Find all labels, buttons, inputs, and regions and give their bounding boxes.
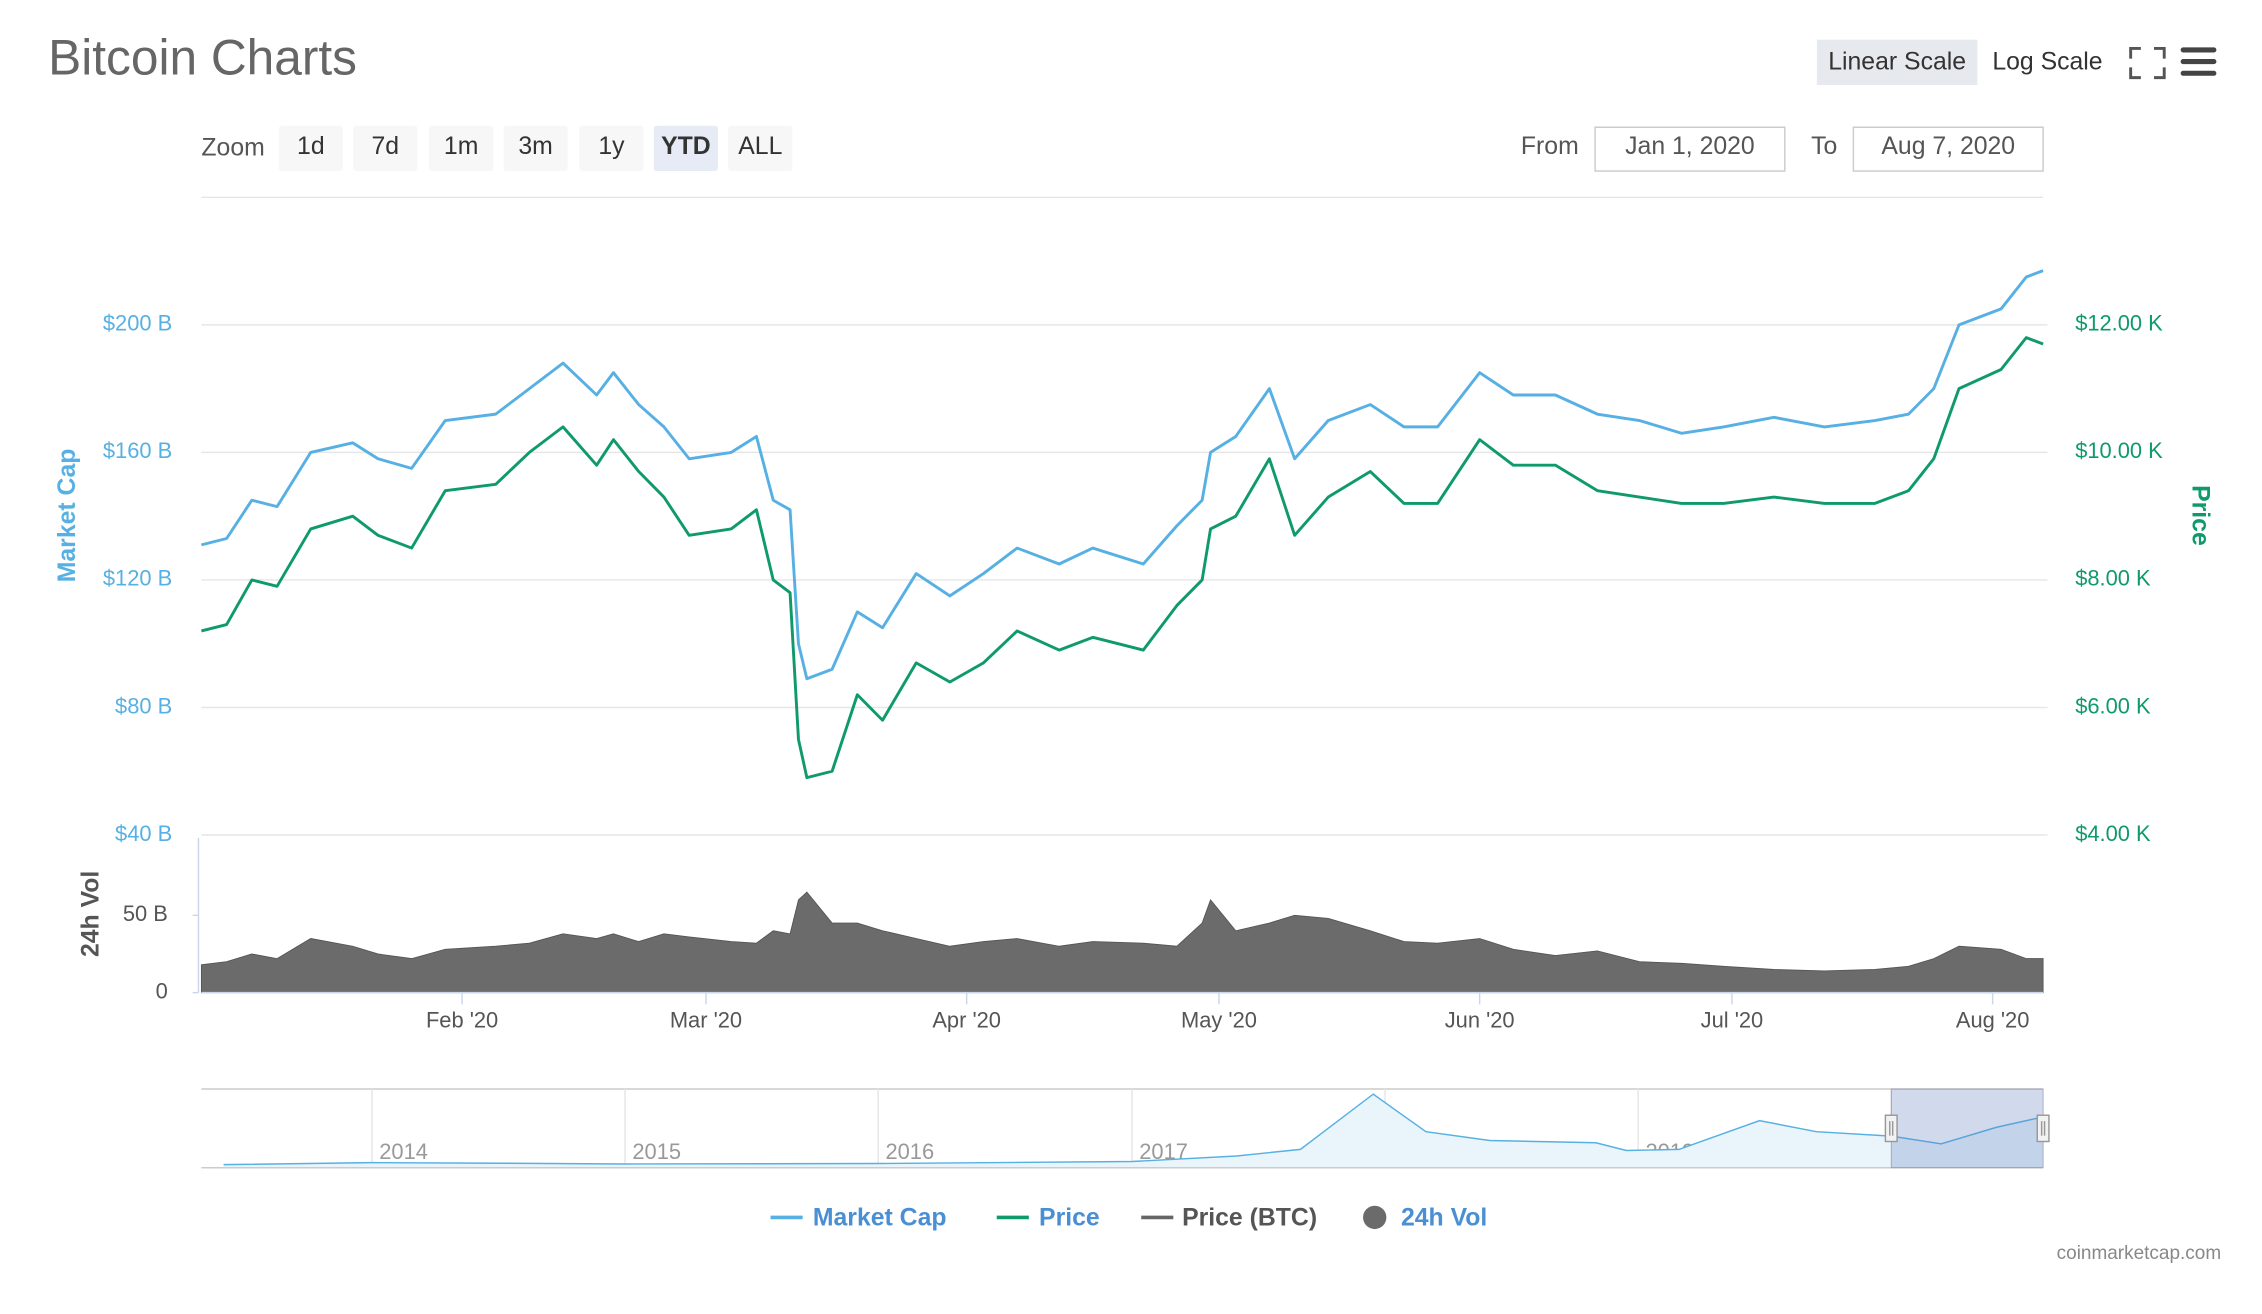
y-tick-label: $120 B [103, 566, 172, 591]
y-tick-label: $200 B [103, 311, 172, 336]
zoom-button[interactable]: 1m [444, 133, 478, 160]
navigator-handle[interactable] [1884, 1114, 1898, 1143]
from-input[interactable] [1594, 126, 1786, 172]
zoom-button[interactable]: YTD [661, 133, 711, 160]
from-value: Jan 1, 2020 [1625, 133, 1755, 160]
navigator-year: 2015 [632, 1139, 681, 1164]
legend-label[interactable]: Price [1039, 1204, 1100, 1231]
fullscreen-glyph [2129, 46, 2166, 80]
x-tick-label: Aug '20 [1956, 1008, 2030, 1033]
to-input[interactable] [1852, 126, 2044, 172]
menu-icon[interactable] [2180, 47, 2217, 76]
scale-button-bg [1816, 39, 1978, 85]
volume-tick-label: 50 B [123, 901, 168, 926]
zoom-button-bg[interactable] [429, 125, 494, 172]
navigator-handle[interactable] [2036, 1114, 2050, 1143]
zoom-button-bg[interactable] [278, 125, 343, 172]
x-tick-label: Jul '20 [1701, 1008, 1764, 1033]
zoom-button[interactable]: 1d [297, 133, 325, 160]
scale-button[interactable]: Linear Scale [1828, 49, 1966, 76]
y2-tick-label: $8.00 K [2075, 566, 2151, 591]
from-label: From [1521, 133, 1579, 160]
zoom-button[interactable]: 7d [371, 133, 399, 160]
legend-swatch [1363, 1205, 1387, 1230]
y2-tick-label: $6.00 K [2075, 693, 2151, 718]
scale-button[interactable]: Log Scale [1992, 49, 2102, 76]
y-tick-label: $80 B [115, 693, 172, 718]
navigator-selection[interactable] [1890, 1088, 2044, 1169]
zoom-label: Zoom [201, 135, 264, 162]
navigator-year: 2016 [885, 1139, 934, 1164]
series-line [201, 336, 2044, 780]
y2-tick-label: $12.00 K [2075, 311, 2163, 336]
x-tick-label: Feb '20 [426, 1008, 498, 1033]
x-tick-label: Jun '20 [1445, 1008, 1515, 1033]
zoom-button-bg[interactable] [353, 125, 418, 172]
navigator-line [223, 1093, 2044, 1166]
y-tick-label: $40 B [115, 821, 172, 846]
volume-axis-title: 24h Vol [77, 871, 104, 957]
navigator-area [223, 1094, 2044, 1168]
zoom-button-bg[interactable] [579, 125, 644, 172]
zoom-button-bg[interactable] [728, 125, 793, 172]
x-tick-label: Apr '20 [932, 1008, 1001, 1033]
legend-label[interactable]: 24h Vol [1401, 1204, 1487, 1231]
volume-tick-label: 0 [156, 978, 168, 1003]
to-label: To [1811, 133, 1837, 160]
legend-label[interactable]: Price (BTC) [1182, 1204, 1317, 1231]
navigator-year: 2014 [379, 1139, 428, 1164]
y2-tick-label: $4.00 K [2075, 821, 2151, 846]
to-value: Aug 7, 2020 [1881, 133, 2015, 160]
zoom-button[interactable]: ALL [738, 133, 782, 160]
zoom-button-bg[interactable] [503, 125, 568, 172]
zoom-button[interactable]: 3m [518, 133, 552, 160]
zoom-button[interactable]: 1y [598, 133, 625, 160]
x-tick-label: May '20 [1181, 1008, 1257, 1033]
y-tick-label: $160 B [103, 438, 172, 463]
y-axis-title: Market Cap [54, 449, 81, 583]
y2-axis-title: Price [2187, 485, 2214, 546]
y2-tick-label: $10.00 K [2075, 438, 2163, 463]
legend-label[interactable]: Market Cap [813, 1204, 947, 1231]
page-title: Bitcoin Charts [48, 30, 357, 86]
x-tick-label: Mar '20 [670, 1008, 742, 1033]
series-line [201, 269, 2044, 681]
volume-area [200, 891, 2044, 994]
zoom-button-bg[interactable] [653, 125, 719, 172]
fullscreen-icon[interactable] [2129, 46, 2166, 80]
credit: coinmarketcap.com [2057, 1243, 2221, 1264]
